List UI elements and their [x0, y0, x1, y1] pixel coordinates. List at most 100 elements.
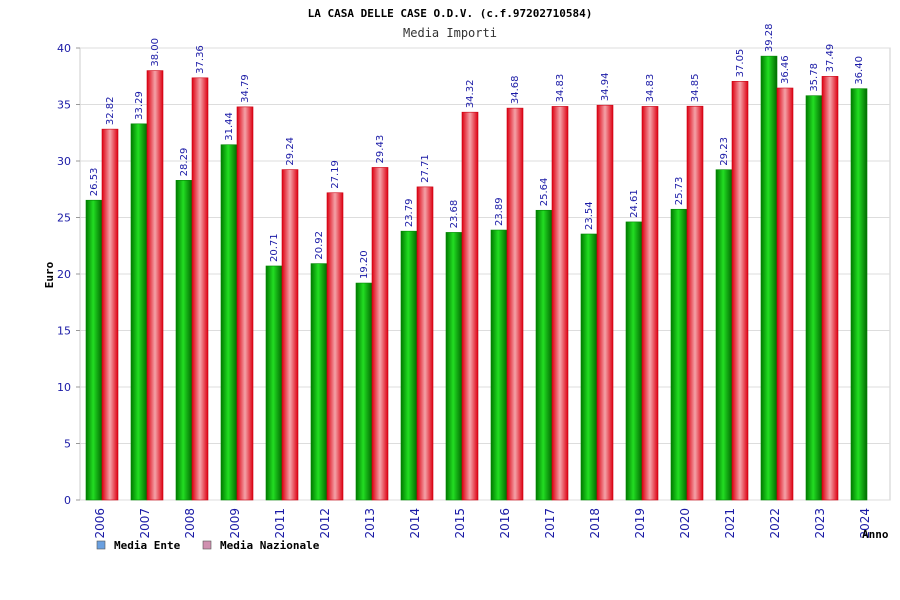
- x-axis-ticks: 2006 2007 2008 2009 2011 2012 2013 2014 2015 2016…: [93, 508, 872, 539]
- value-label: 23.79: [404, 199, 415, 228]
- bar-media-nazionale-2019: [641, 106, 659, 501]
- y-axis-ticks: 0 5 10 15 20 25 30 35 40: [57, 42, 80, 507]
- x-tick-label: 2014: [408, 508, 422, 539]
- legend-label: Media Ente: [114, 539, 181, 552]
- bar-media-nazionale-2009: [236, 106, 254, 501]
- value-label: 32.82: [105, 96, 116, 125]
- value-label: 34.32: [465, 80, 476, 109]
- x-tick-label: 2022: [768, 508, 782, 539]
- value-label: 39.28: [764, 23, 775, 52]
- bar-media-ente-2007: [130, 123, 148, 501]
- legend-label: Media Nazionale: [220, 539, 320, 552]
- bar-media-ente-2015: [445, 232, 463, 501]
- value-label: 33.29: [134, 91, 145, 120]
- value-label: 28.29: [179, 148, 190, 177]
- value-label: 37.36: [195, 45, 206, 74]
- bar-media-ente-2013: [355, 282, 373, 501]
- bar-media-nazionale-2014: [416, 186, 434, 501]
- value-labels: 26.53 32.82 33.29 38.00 28.29 37.36 31.44 34.79…: [89, 23, 865, 279]
- value-label: 34.68: [510, 75, 521, 104]
- value-label: 20.92: [314, 231, 325, 260]
- x-tick-label: 2015: [453, 508, 467, 539]
- x-tick-label: 2006: [93, 508, 107, 539]
- value-label: 27.71: [420, 154, 431, 183]
- bar-media-nazionale-2018: [596, 104, 614, 501]
- value-label: 37.49: [825, 44, 836, 73]
- bar-media-nazionale-2017: [551, 106, 569, 501]
- value-label: 19.20: [359, 250, 370, 279]
- y-tick-label: 0: [64, 494, 71, 507]
- x-tick-label: 2013: [363, 508, 377, 539]
- x-axis-label: Anno: [862, 528, 889, 541]
- bar-media-nazionale-2013: [371, 167, 389, 501]
- bar-media-nazionale-2016: [506, 107, 524, 501]
- value-label: 34.85: [690, 74, 701, 103]
- x-tick-label: 2016: [498, 508, 512, 539]
- bar-media-ente-2011: [265, 265, 283, 501]
- bar-media-ente-2016: [490, 229, 508, 501]
- bar-media-ente-2017: [535, 209, 553, 501]
- y-tick-label: 25: [57, 212, 71, 225]
- x-tick-label: 2011: [273, 508, 287, 539]
- x-tick-label: 2009: [228, 508, 242, 539]
- value-label: 26.53: [89, 168, 100, 197]
- value-label: 31.44: [224, 112, 235, 141]
- bar-media-ente-2018: [580, 233, 598, 501]
- x-tick-label: 2008: [183, 508, 197, 539]
- value-label: 34.83: [645, 74, 656, 103]
- legend-swatch: [202, 540, 212, 550]
- bar-media-ente-2023: [805, 95, 823, 501]
- legend: Media Ente Media Nazionale: [96, 539, 320, 552]
- value-label: 29.23: [719, 137, 730, 166]
- bar-media-nazionale-2006: [101, 128, 119, 501]
- bar-media-nazionale-2007: [146, 70, 164, 501]
- value-label: 24.61: [629, 189, 640, 218]
- value-label: 34.79: [240, 74, 251, 103]
- bar-media-ente-2019: [625, 221, 643, 501]
- value-label: 27.19: [330, 160, 341, 189]
- value-label: 20.71: [269, 233, 280, 262]
- bar-media-ente-2022: [760, 55, 778, 501]
- value-label: 29.24: [285, 137, 296, 166]
- value-label: 35.78: [809, 63, 820, 92]
- y-tick-label: 35: [57, 99, 71, 112]
- value-label: 23.68: [449, 200, 460, 229]
- bar-media-ente-2006: [85, 199, 103, 501]
- x-tick-label: 2023: [813, 508, 827, 539]
- bar-media-ente-2024: [850, 88, 868, 501]
- x-tick-label: 2019: [633, 508, 647, 539]
- bar-media-nazionale-2015: [461, 111, 479, 501]
- value-label: 38.00: [150, 38, 161, 67]
- bar-media-ente-2012: [310, 263, 328, 501]
- x-tick-label: 2024: [858, 508, 872, 539]
- y-tick-label: 5: [64, 438, 71, 451]
- value-label: 23.54: [584, 201, 595, 230]
- bar-media-nazionale-2022: [776, 87, 794, 501]
- bar-media-ente-2008: [175, 180, 193, 501]
- bar-media-ente-2021: [715, 169, 733, 501]
- x-tick-label: 2007: [138, 508, 152, 539]
- y-tick-label: 15: [57, 325, 71, 338]
- value-label: 36.46: [780, 55, 791, 84]
- bar-media-nazionale-2021: [731, 81, 749, 501]
- bars: [85, 55, 868, 501]
- x-tick-label: 2017: [543, 508, 557, 539]
- y-tick-label: 30: [57, 155, 71, 168]
- bar-media-nazionale-2011: [281, 169, 299, 501]
- value-label: 36.40: [854, 56, 865, 85]
- x-tick-label: 2018: [588, 508, 602, 539]
- x-tick-label: 2020: [678, 508, 692, 539]
- bar-media-nazionale-2008: [191, 77, 209, 501]
- bar-media-nazionale-2012: [326, 192, 344, 501]
- value-label: 34.94: [600, 73, 611, 102]
- bar-media-nazionale-2023: [821, 76, 839, 501]
- y-tick-label: 20: [57, 268, 71, 281]
- value-label: 37.05: [735, 49, 746, 78]
- y-tick-label: 40: [57, 42, 71, 55]
- x-tick-label: 2012: [318, 508, 332, 539]
- chart-subtitle: Media Importi: [403, 26, 497, 40]
- bar-media-ente-2014: [400, 230, 418, 501]
- x-tick-label: 2021: [723, 508, 737, 539]
- bar-media-ente-2020: [670, 208, 688, 501]
